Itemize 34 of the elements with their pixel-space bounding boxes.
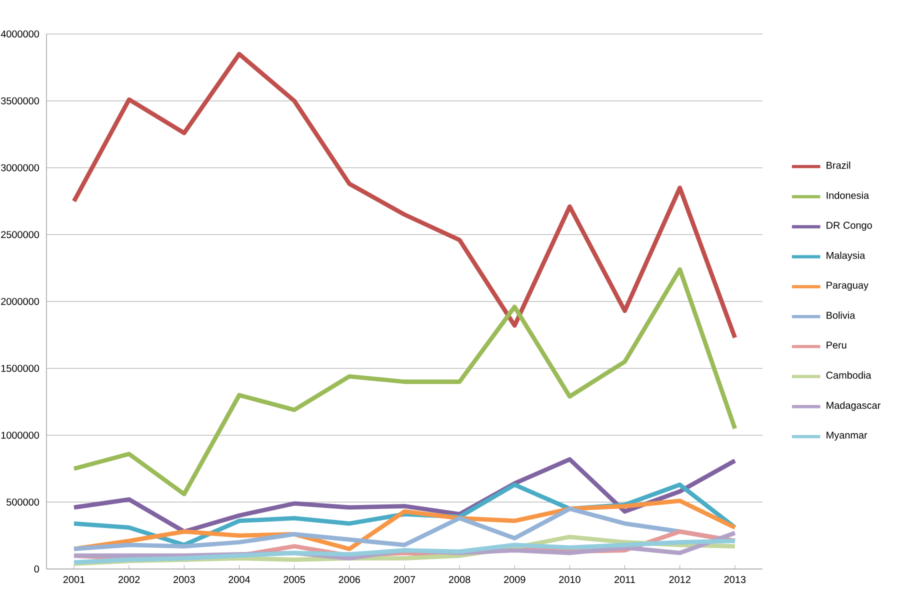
x-tick-label: 2003 bbox=[174, 576, 195, 584]
x-tick-label: 2005 bbox=[284, 576, 305, 584]
y-tick-label: 3500000 bbox=[1, 97, 40, 104]
y-tick-label: 500000 bbox=[6, 498, 40, 506]
y-tick-label: 1500000 bbox=[1, 364, 40, 372]
legend-label: Malaysia bbox=[826, 252, 866, 261]
legend-label: Peru bbox=[826, 342, 846, 349]
y-tick-label: 2000000 bbox=[1, 298, 40, 306]
legend-label: Brazil bbox=[826, 161, 850, 169]
y-tick-label: 3000000 bbox=[1, 164, 40, 172]
legend-label: Paraguay bbox=[826, 282, 868, 291]
x-tick-label: 2001 bbox=[63, 576, 85, 584]
legend-label: Indonesia bbox=[826, 192, 870, 199]
x-tick-label: 2006 bbox=[338, 576, 360, 584]
legend-label: DR Congo bbox=[826, 222, 872, 231]
x-tick-label: 2004 bbox=[228, 576, 250, 584]
x-tick-label: 2011 bbox=[614, 576, 636, 584]
line-series bbox=[72, 267, 738, 496]
y-tick-label: 1000000 bbox=[1, 432, 40, 439]
x-tick-label: 2013 bbox=[724, 576, 746, 584]
y-tick-label: 0 bbox=[34, 565, 40, 573]
x-tick-label: 2008 bbox=[448, 576, 470, 584]
x-tick-label: 2010 bbox=[559, 576, 580, 584]
legend-label: Cambodia bbox=[826, 371, 872, 379]
y-tick-label: 2500000 bbox=[1, 231, 40, 238]
x-tick-label: 2002 bbox=[118, 576, 140, 584]
legend-label: Myanmar bbox=[826, 432, 868, 441]
x-tick-label: 2007 bbox=[394, 576, 416, 584]
line-series bbox=[72, 52, 738, 340]
legend-label: Bolivia bbox=[826, 312, 856, 319]
y-tick-label: 4000000 bbox=[0, 30, 40, 38]
legend-label: Madagascar bbox=[826, 402, 880, 411]
x-tick-label: 2012 bbox=[669, 576, 690, 584]
x-tick-label: 2009 bbox=[504, 576, 526, 584]
